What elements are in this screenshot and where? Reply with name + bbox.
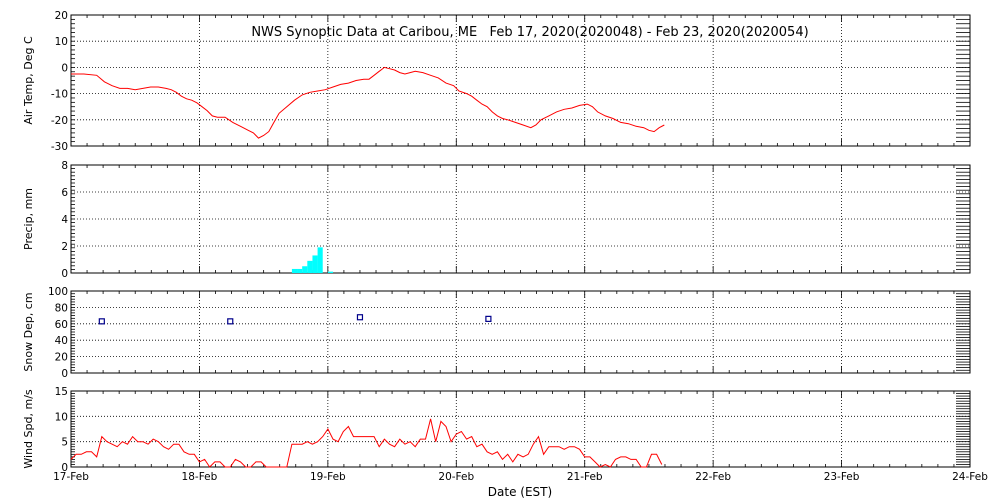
panel-temp-ytick-label: 10 bbox=[55, 36, 68, 48]
panel-precip-bar bbox=[317, 247, 323, 273]
x-tick-label: 20-Feb bbox=[438, 471, 474, 483]
panel-snow-ytick-label: 80 bbox=[55, 302, 68, 314]
panel-temp-series-line bbox=[71, 66, 665, 139]
panel-precip-bar bbox=[302, 266, 308, 273]
panel-temp-ytick-label: -10 bbox=[51, 89, 68, 101]
panel-wind-ylabel: Wind Spd, m/s bbox=[22, 389, 35, 469]
panel-wind-ytick-label: 5 bbox=[61, 437, 68, 449]
panel-snow-point bbox=[98, 318, 105, 325]
panel-snow-point bbox=[227, 318, 234, 325]
panel-precip-bar bbox=[297, 268, 303, 273]
panel-wind-ytick-label: 10 bbox=[55, 411, 68, 423]
chart-title: NWS Synoptic Data at Caribou, ME Feb 17,… bbox=[251, 25, 808, 40]
panel-precip-ytick-label: 2 bbox=[61, 241, 68, 253]
panel-snow-point bbox=[485, 315, 492, 322]
panel-temp-ytick-label: 0 bbox=[61, 62, 68, 74]
panel-precip-ylabel: Precip, mm bbox=[22, 188, 35, 250]
panel-precip-bar bbox=[307, 260, 313, 273]
panel-wind-ytick-label: 15 bbox=[55, 386, 68, 398]
panel-precip-ytick-label: 4 bbox=[61, 214, 68, 226]
x-tick-label: 23-Feb bbox=[824, 471, 860, 483]
panel-precip-ytick-label: 8 bbox=[61, 160, 68, 172]
panel-precip-ytick-label: 0 bbox=[61, 268, 68, 280]
panel-precip-bar bbox=[291, 268, 298, 273]
x-tick-label: 22-Feb bbox=[695, 471, 731, 483]
x-tick-label: 24-Feb bbox=[952, 471, 988, 483]
x-axis-label: Date (EST) bbox=[488, 485, 552, 499]
panel-snow-ytick-label: 60 bbox=[55, 319, 68, 331]
panel-snow-point bbox=[356, 314, 364, 321]
panel-temp-ytick-label: 20 bbox=[55, 10, 68, 22]
panel-temp-ylabel: Air Temp, Deg C bbox=[22, 36, 35, 125]
panel-precip-ytick-label: 6 bbox=[61, 187, 68, 199]
panel-snow-ytick-label: 0 bbox=[61, 368, 68, 380]
panel-wind-series-line bbox=[70, 418, 663, 468]
x-tick-label: 19-Feb bbox=[310, 471, 346, 483]
x-tick-label: 18-Feb bbox=[182, 471, 218, 483]
panel-snow-frame bbox=[70, 290, 971, 374]
panel-snow-ytick-label: 100 bbox=[48, 286, 68, 298]
panel-wind-ytick-label: 0 bbox=[61, 462, 68, 474]
panel-snow-ytick-label: 20 bbox=[55, 352, 68, 364]
panel-temp-ytick-label: -20 bbox=[51, 115, 68, 127]
panel-snow-ylabel: Snow Dep, cm bbox=[22, 292, 35, 371]
panel-snow-ytick-label: 40 bbox=[55, 335, 68, 347]
panel-precip-bar bbox=[312, 255, 318, 273]
panel-precip-bar bbox=[327, 271, 333, 273]
panel-temp-ytick-label: -30 bbox=[51, 141, 68, 153]
panel-precip-frame bbox=[70, 164, 971, 274]
x-tick-label: 17-Feb bbox=[53, 471, 89, 483]
x-tick-label: 21-Feb bbox=[567, 471, 603, 483]
